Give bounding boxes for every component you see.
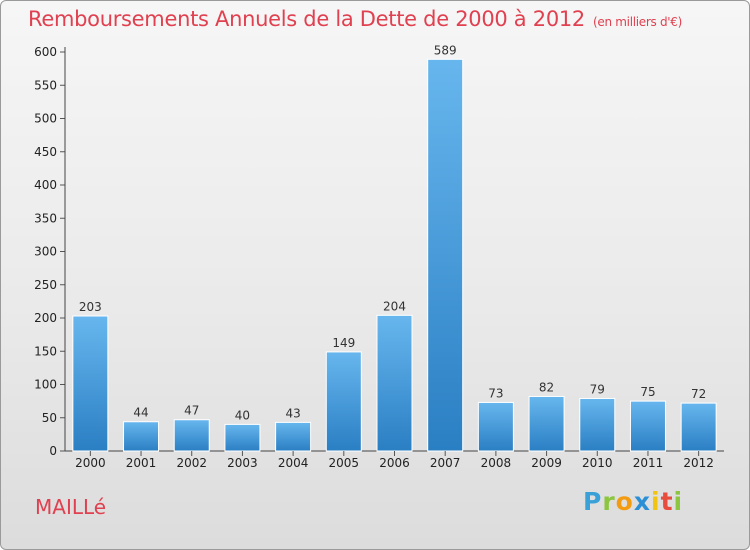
bar bbox=[376, 314, 413, 452]
y-tick-label: 300 bbox=[34, 245, 57, 259]
x-tick-label: 2000 bbox=[75, 456, 106, 470]
x-tick-label: 2009 bbox=[531, 456, 562, 470]
chart-title-text: Remboursements Annuels de la Dette de 20… bbox=[28, 7, 585, 31]
bar-value-label: 79 bbox=[590, 382, 605, 396]
y-tick-label: 200 bbox=[34, 311, 57, 325]
x-tick-label: 2007 bbox=[430, 456, 461, 470]
logo-letter: P bbox=[583, 487, 603, 516]
y-tick-label: 400 bbox=[34, 178, 57, 192]
y-tick-label: 0 bbox=[49, 444, 57, 458]
bar-value-label: 40 bbox=[235, 408, 250, 422]
bar bbox=[72, 315, 109, 452]
x-tick-label: 2002 bbox=[176, 456, 207, 470]
bar bbox=[680, 402, 717, 452]
bar-value-label: 149 bbox=[332, 336, 355, 350]
bar-value-label: 203 bbox=[79, 300, 102, 314]
logo-letter: t bbox=[660, 487, 674, 516]
x-tick-label: 2008 bbox=[481, 456, 512, 470]
bar-value-label: 44 bbox=[133, 406, 148, 420]
bar-value-label: 47 bbox=[184, 404, 199, 418]
bar bbox=[275, 421, 312, 452]
y-tick-label: 150 bbox=[34, 344, 57, 358]
x-tick-label: 2005 bbox=[329, 456, 360, 470]
y-tick-label: 600 bbox=[34, 45, 57, 59]
bar bbox=[528, 395, 565, 452]
x-tick-label: 2010 bbox=[582, 456, 613, 470]
y-tick-label: 450 bbox=[34, 145, 57, 159]
bar bbox=[224, 423, 261, 452]
chart-unit-label: (en milliers d'€) bbox=[593, 15, 683, 29]
place-name: MAILLé bbox=[35, 495, 107, 519]
logo-letter: o bbox=[615, 487, 634, 516]
y-tick-label: 50 bbox=[42, 411, 57, 425]
bar bbox=[629, 400, 666, 452]
y-tick-label: 550 bbox=[34, 78, 57, 92]
logo-letter: i bbox=[651, 487, 661, 516]
bar-value-label: 43 bbox=[285, 406, 300, 420]
bar-value-label: 82 bbox=[539, 380, 554, 394]
bar-value-label: 72 bbox=[691, 387, 706, 401]
x-tick-label: 2001 bbox=[126, 456, 157, 470]
logo-letter: r bbox=[602, 487, 616, 516]
x-tick-label: 2006 bbox=[379, 456, 410, 470]
bar-value-label: 75 bbox=[640, 385, 655, 399]
proxiti-logo: Proxiti bbox=[583, 487, 683, 516]
bar bbox=[427, 58, 464, 452]
bar bbox=[477, 401, 514, 452]
bar bbox=[173, 419, 210, 452]
y-tick-label: 250 bbox=[34, 278, 57, 292]
x-tick-label: 2003 bbox=[227, 456, 258, 470]
chart-title: Remboursements Annuels de la Dette de 20… bbox=[28, 7, 682, 31]
bar bbox=[123, 421, 160, 452]
bar-value-label: 589 bbox=[434, 43, 457, 57]
logo-letter: i bbox=[673, 487, 684, 516]
bar bbox=[579, 397, 616, 452]
y-tick-label: 350 bbox=[34, 211, 57, 225]
y-tick-label: 500 bbox=[34, 112, 57, 126]
y-tick-label: 100 bbox=[34, 378, 57, 392]
x-tick-label: 2004 bbox=[278, 456, 309, 470]
logo-letter: x bbox=[633, 487, 651, 516]
x-tick-label: 2011 bbox=[633, 456, 664, 470]
bar-value-label: 204 bbox=[383, 299, 406, 313]
bar bbox=[325, 351, 362, 452]
x-tick-label: 2012 bbox=[683, 456, 714, 470]
bar-value-label: 73 bbox=[488, 386, 503, 400]
